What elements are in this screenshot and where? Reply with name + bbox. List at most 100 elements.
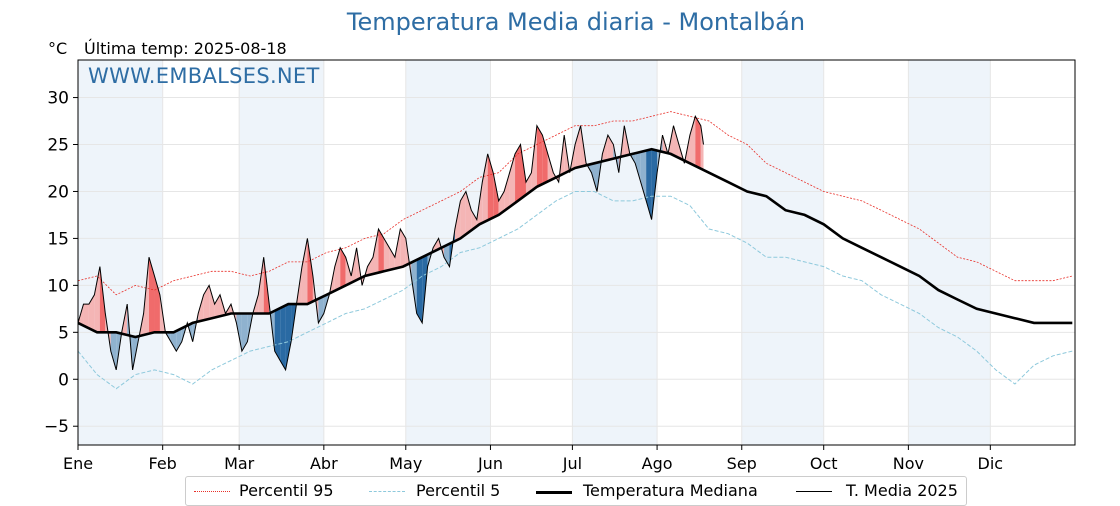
x-tick-label: Jul <box>562 454 582 473</box>
fill-above-median <box>695 116 701 169</box>
x-tick-label: Dic <box>978 454 1004 473</box>
legend-swatch-median <box>536 491 572 494</box>
fill-above-median <box>520 144 526 199</box>
month-band-nov <box>908 60 991 445</box>
fill-above-median <box>547 153 554 182</box>
fill-below-median <box>280 305 286 370</box>
fill-above-median <box>301 238 308 305</box>
x-tick-label: May <box>389 454 422 473</box>
fill-above-median <box>515 144 521 203</box>
fill-above-median <box>383 238 390 272</box>
fill-above-median <box>209 285 215 319</box>
fill-below-median <box>635 151 641 183</box>
y-tick-label: 10 <box>47 276 69 296</box>
fill-below-median <box>416 257 423 323</box>
month-bands <box>78 60 991 445</box>
series-line-percentil-95 <box>77 111 1073 296</box>
fill-above-median <box>498 191 505 215</box>
legend-label-p95: Percentil 95 <box>239 481 334 500</box>
fill-above-median <box>504 172 510 211</box>
fill-below-median <box>170 330 177 352</box>
fill-above-median <box>673 125 679 158</box>
series-lines <box>77 111 1073 390</box>
fill-below-median <box>640 150 647 201</box>
fill-above-median <box>345 257 352 286</box>
x-tick-label: Oct <box>810 454 838 473</box>
legend-swatch-p5 <box>369 491 405 492</box>
last-temp-label: Última temp: 2025-08-18 <box>84 39 287 58</box>
x-tick-label: Ago <box>642 454 673 473</box>
legend: Percentil 95 Percentil 5 Temperatura Med… <box>185 476 967 506</box>
month-band-jul <box>572 60 658 445</box>
fill-above-median <box>389 247 395 270</box>
fill-above-median <box>143 257 150 335</box>
fill-above-median <box>334 247 341 291</box>
fill-below-median <box>444 243 450 267</box>
x-tick-label: Jun <box>477 454 503 473</box>
fill-below-median <box>241 313 248 352</box>
x-tick-label: Mar <box>224 454 255 473</box>
legend-swatch-p95 <box>194 491 230 492</box>
fill-above-median <box>607 135 614 160</box>
x-tick-label: Nov <box>893 454 924 473</box>
fill-above-median <box>454 200 461 242</box>
fill-above-median <box>198 294 204 322</box>
fill-above-median <box>482 153 488 223</box>
series-line-temperatura-mediana <box>77 147 1073 339</box>
fill-above-median <box>471 210 477 231</box>
month-band-mar <box>239 60 324 445</box>
fill-below-median <box>651 149 658 220</box>
plot-frame <box>77 59 1076 446</box>
fill-above-median <box>307 238 313 305</box>
legend-label-p5: Percentil 5 <box>416 481 501 500</box>
y-axis-ticks: −5 0 5 10 15 20 25 30 <box>44 89 78 437</box>
watermark: WWW.EMBALSES.NET <box>88 64 320 88</box>
fill-above-median <box>400 229 406 268</box>
fill-above-median <box>493 172 499 218</box>
fill-above-median <box>487 153 494 221</box>
legend-label-median: Temperatura Mediana <box>583 481 758 500</box>
y-tick-label: 20 <box>47 182 69 202</box>
y-tick-label: 0 <box>58 370 69 390</box>
fill-below-median <box>411 259 417 314</box>
fill-above-median <box>373 229 379 274</box>
fill-below-median <box>176 328 182 352</box>
fill-above-median <box>258 257 264 314</box>
fill-below-median <box>646 149 652 220</box>
series-line-percentil-5 <box>77 191 1073 390</box>
fill-above-median <box>203 285 210 321</box>
fill-above-median <box>83 304 89 329</box>
legend-label-current: T. Media 2025 <box>846 481 958 500</box>
fill-above-median <box>536 125 543 187</box>
fill-above-median <box>154 275 160 333</box>
fill-above-median <box>378 229 384 273</box>
y-tick-label: 5 <box>58 323 69 343</box>
x-tick-label: Sep <box>727 454 757 473</box>
fill-above-median <box>602 135 608 162</box>
chart-title: Temperatura Media diaria - Montalbán <box>346 8 806 36</box>
fill-above-median <box>394 229 401 269</box>
fill-below-median <box>110 332 117 370</box>
temperature-chart: −5 0 5 10 15 20 25 30 Ene Feb Mar Abr May Jun Jul Ago S… <box>44 59 1076 473</box>
fill-above-median <box>531 125 537 191</box>
fill-above-median <box>525 172 532 195</box>
y-unit-label: °C <box>48 39 68 58</box>
fill-above-median <box>340 247 346 289</box>
y-tick-label: −5 <box>44 417 69 437</box>
fill-above-median <box>542 135 548 185</box>
series-line-t-media-2025 <box>77 115 704 372</box>
fill-above-median <box>99 266 106 333</box>
fill-above-median <box>94 266 100 333</box>
fill-above-median <box>689 116 696 166</box>
fill-above-median <box>214 294 221 318</box>
y-tick-label: 30 <box>47 89 69 109</box>
x-tick-label: Abr <box>310 454 338 473</box>
fill-above-median <box>88 294 95 331</box>
fill-below-median <box>285 304 292 370</box>
month-band-sep <box>741 60 824 445</box>
fill-above-median <box>700 125 704 170</box>
fill-above-median <box>149 257 155 334</box>
fill-below-median <box>591 162 597 192</box>
grid-lines <box>77 60 1075 445</box>
x-tick-label: Ene <box>63 454 93 473</box>
